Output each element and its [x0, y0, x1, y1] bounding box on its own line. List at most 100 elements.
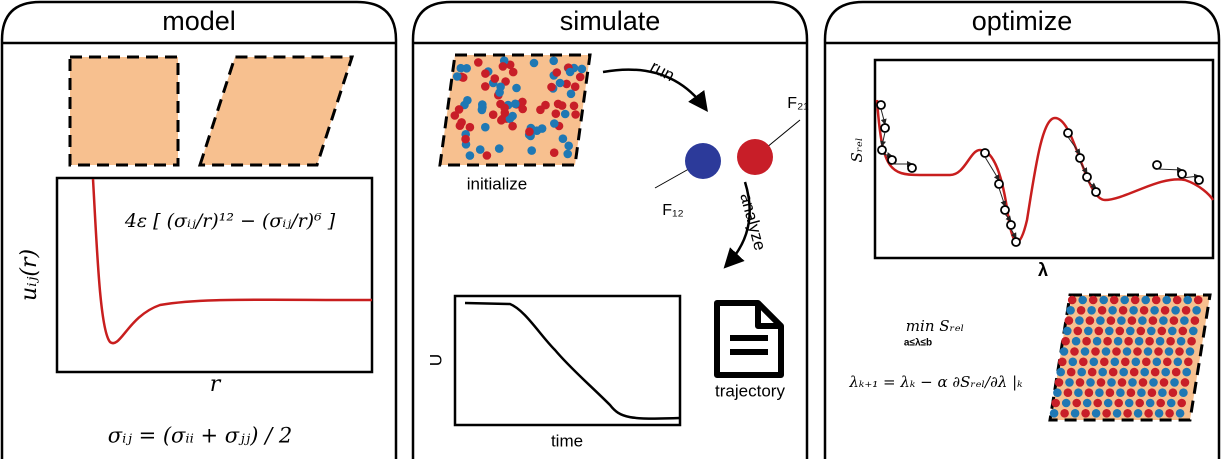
particle [1127, 388, 1136, 397]
particle [527, 146, 536, 155]
step-marker [877, 101, 885, 109]
particle [1083, 399, 1092, 408]
figure: model 4ε [ (σᵢⱼ/r)¹² − (σᵢⱼ/r)⁶ ] uᵢⱼ(r)… [0, 0, 1221, 459]
particle [1100, 358, 1109, 367]
plot-frame [57, 178, 372, 372]
particle [1160, 378, 1169, 387]
particle [1133, 347, 1142, 356]
particle [1125, 399, 1134, 408]
particle [1123, 347, 1132, 356]
particle [1107, 378, 1116, 387]
y-label: uᵢⱼ(r) [17, 249, 42, 301]
particle [1075, 316, 1084, 325]
particle [533, 126, 542, 135]
particle [1186, 347, 1195, 356]
objective: min Sᵣₑₗ [906, 317, 964, 335]
particle [1097, 378, 1106, 387]
particle [496, 83, 505, 92]
particle [1152, 296, 1161, 305]
x-label: λ [1038, 260, 1048, 280]
particle [1091, 347, 1100, 356]
particle [1187, 337, 1196, 346]
particle [1165, 347, 1174, 356]
particle [1081, 347, 1090, 356]
particle [1162, 296, 1171, 305]
particle [1061, 337, 1070, 346]
particle [566, 68, 575, 77]
particle [481, 82, 490, 91]
box [70, 57, 178, 165]
step-marker [888, 156, 896, 164]
step-marker [1153, 161, 1161, 169]
particle [1137, 388, 1146, 397]
particle [496, 100, 505, 109]
particle [530, 59, 539, 68]
particle [481, 123, 490, 132]
particle [1145, 337, 1154, 346]
particle [1131, 296, 1140, 305]
particle [1085, 388, 1094, 397]
particle [1147, 327, 1156, 336]
particle [1135, 337, 1144, 346]
particle [1137, 327, 1146, 336]
particle [508, 122, 517, 131]
particle [564, 142, 573, 151]
particle [476, 145, 485, 154]
particle [1165, 409, 1174, 418]
constraint: a≤λ≤b [904, 338, 932, 349]
step-marker [1007, 221, 1015, 229]
particle [1138, 316, 1147, 325]
particle [1068, 296, 1077, 305]
particle [556, 79, 565, 88]
particle [1146, 399, 1155, 408]
particle [525, 127, 534, 136]
step-marker [981, 149, 989, 157]
particle [549, 57, 558, 66]
particle [455, 105, 464, 114]
particle [1191, 316, 1200, 325]
particle [1102, 347, 1111, 356]
particle [1148, 388, 1157, 397]
particle [1106, 388, 1115, 397]
particle [453, 72, 462, 81]
particle [1109, 368, 1118, 377]
step-marker [1092, 188, 1100, 196]
particle [1130, 368, 1139, 377]
particle [1055, 378, 1064, 387]
simulate-panel: simulate initialize run F₂₁ F₁₂ analyze … [413, 2, 809, 459]
particle [1099, 296, 1108, 305]
particle [1069, 358, 1078, 367]
particle [1077, 368, 1086, 377]
particle [1129, 306, 1138, 315]
particle [1155, 409, 1164, 418]
particle [1182, 368, 1191, 377]
x-label: time [551, 431, 583, 450]
particle [553, 68, 562, 77]
particle [1169, 388, 1178, 397]
particle [1176, 409, 1185, 418]
particle [1149, 316, 1158, 325]
potential-formula: 4ε [ (σᵢⱼ/r)¹² − (σᵢⱼ/r)⁶ ] [124, 210, 336, 232]
particle [1170, 316, 1179, 325]
particle [1108, 306, 1117, 315]
particle [1132, 358, 1141, 367]
particle [1140, 368, 1149, 377]
particle [1189, 327, 1198, 336]
particle [462, 64, 471, 73]
particle [1179, 388, 1188, 397]
particle [1081, 409, 1090, 418]
particle [1156, 337, 1165, 346]
particle [1090, 358, 1099, 367]
particle [1098, 368, 1107, 377]
particle [1184, 358, 1193, 367]
particle [1051, 399, 1060, 408]
particle [1179, 327, 1188, 336]
particle [457, 118, 466, 127]
particle [1095, 327, 1104, 336]
step-marker [995, 180, 1003, 188]
particle [1141, 296, 1150, 305]
particle [1174, 358, 1183, 367]
particle [512, 84, 521, 93]
particle [1124, 337, 1133, 346]
step-marker [1001, 206, 1009, 214]
